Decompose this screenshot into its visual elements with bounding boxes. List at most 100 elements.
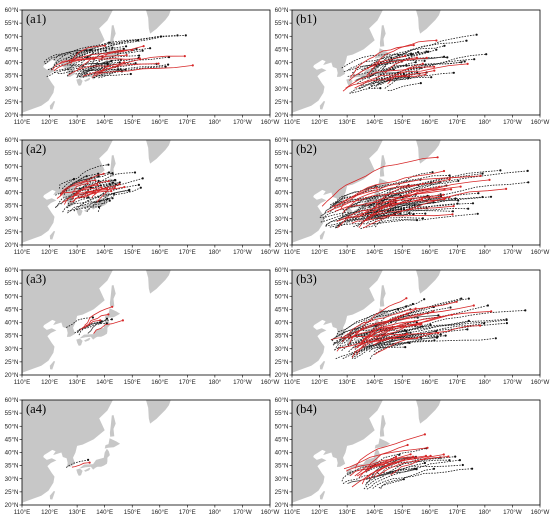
track-end-marker <box>423 461 426 465</box>
track-dashed <box>329 213 478 228</box>
panel-label: (a1) <box>26 12 46 26</box>
track-solid <box>347 468 417 484</box>
track-dashed <box>330 175 450 206</box>
land-polygon <box>84 467 91 472</box>
y-tick-label: 25°N <box>5 489 19 496</box>
track-dashed <box>66 317 93 328</box>
track-end-marker <box>432 310 435 313</box>
panel-b4: 110°E 120°E 130°E 140°E 150°E 160°E 170°E 180° 1… <box>275 397 550 516</box>
track-end-marker <box>110 190 113 193</box>
land-polygon <box>22 10 113 115</box>
track-end-marker <box>86 182 89 185</box>
track-dashed <box>349 87 381 94</box>
track-end-marker <box>433 65 436 68</box>
x-tick-label: 110°E <box>14 379 30 386</box>
land-polygon <box>79 318 110 340</box>
y-tick-label: 55°N <box>275 280 289 287</box>
track-end-marker <box>112 192 116 195</box>
track-dashed <box>371 61 416 87</box>
track-highlight <box>349 44 414 78</box>
track-end-marker <box>113 178 117 182</box>
track-end-marker <box>432 467 436 470</box>
track-highlight <box>345 458 397 472</box>
y-tick-label: 45°N <box>275 176 289 183</box>
track-dashed <box>354 193 399 208</box>
track-end-marker <box>448 178 451 181</box>
land-polygon <box>22 270 113 375</box>
track-end-marker <box>122 47 125 51</box>
y-tick-label: 25°N <box>5 99 19 106</box>
x-tick-label: 160°E <box>421 379 438 386</box>
y-tick-label: 55°N <box>5 410 19 417</box>
track-end-marker <box>435 48 438 51</box>
x-tick-label: 150°E <box>394 379 411 386</box>
track-highlight <box>342 63 468 92</box>
track-highlight <box>60 173 104 196</box>
track-end-marker <box>423 298 426 301</box>
track-end-marker <box>442 193 445 196</box>
track-end-marker <box>417 51 420 54</box>
track-highlight <box>79 314 109 331</box>
track-end-marker <box>411 302 414 306</box>
track-end-marker <box>435 330 438 333</box>
track-dashed <box>368 76 432 89</box>
track-end-marker <box>450 313 453 316</box>
panel-b3: 110°E 120°E 130°E 140°E 150°E 160°E 170°E 180° 1… <box>275 267 550 386</box>
x-tick-label: 150°E <box>394 119 411 126</box>
y-tick-label: 50°N <box>275 423 289 430</box>
track-layer <box>66 305 124 336</box>
track-layer <box>341 433 474 490</box>
x-tick-label: 120°E <box>311 249 328 256</box>
track-dashed <box>54 65 118 74</box>
track-end-marker <box>412 44 415 47</box>
land-polygon <box>79 448 110 470</box>
x-tick-label: 170°W <box>503 119 522 126</box>
y-tick-label: 55°N <box>5 280 19 287</box>
track-highlight <box>366 40 437 76</box>
y-tick-label: 55°N <box>5 20 19 27</box>
track-dashed <box>77 56 170 76</box>
track-end-marker <box>111 181 115 184</box>
track-end-marker <box>446 56 449 59</box>
track-end-marker <box>423 433 426 436</box>
x-tick-label: 170°W <box>503 379 522 386</box>
panel-b2: 110°E 120°E 130°E 140°E 150°E 160°E 170°E 180° 1… <box>275 137 550 256</box>
panel-label: (b4) <box>296 402 317 416</box>
x-tick-label: 160°W <box>261 379 280 386</box>
track-end-marker <box>124 68 127 71</box>
x-tick-label: 170°E <box>179 119 196 126</box>
track-end-marker <box>458 459 461 462</box>
track-highlight <box>53 58 94 72</box>
track-end-marker <box>433 69 436 72</box>
land-polygon <box>354 337 361 342</box>
track-highlight <box>331 175 481 208</box>
track-dashed <box>61 164 109 190</box>
x-tick-label: 170°W <box>233 509 252 516</box>
track-end-marker <box>137 183 140 186</box>
track-highlight <box>368 455 431 480</box>
y-tick-label: 50°N <box>275 293 289 300</box>
track-end-marker <box>466 328 469 331</box>
y-tick-label: 45°N <box>5 306 19 313</box>
track-dashed <box>368 170 501 208</box>
track-highlight <box>59 179 96 196</box>
track-dashed <box>366 459 460 484</box>
y-tick-label: 40°N <box>275 450 289 457</box>
y-tick-label: 30°N <box>275 346 289 353</box>
x-tick-label: 120°E <box>41 249 58 256</box>
track-highlight <box>353 333 407 349</box>
track-end-marker <box>128 189 131 192</box>
track-dashed <box>378 478 404 489</box>
x-tick-label: 130°E <box>339 509 356 516</box>
track-highlight <box>56 187 102 199</box>
x-tick-label: 160°W <box>531 509 550 516</box>
track-end-marker <box>399 212 402 215</box>
y-tick-label: 35°N <box>275 203 289 210</box>
land-polygon <box>416 270 441 294</box>
track-end-marker <box>452 205 455 208</box>
track-highlight <box>390 456 449 476</box>
track-highlight <box>362 188 507 229</box>
track-end-marker <box>476 212 479 215</box>
land-polygon <box>104 438 121 449</box>
track-dashed <box>373 339 435 352</box>
